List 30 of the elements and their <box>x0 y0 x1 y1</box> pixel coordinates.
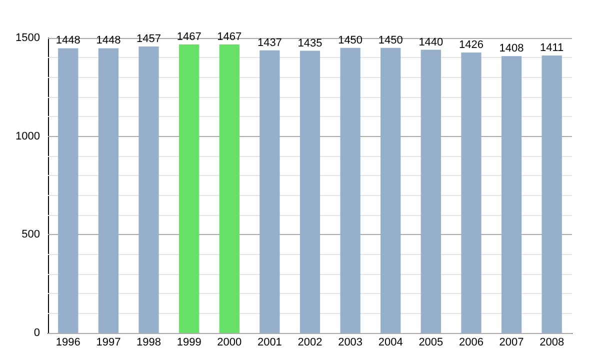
y-tick-label: 0 <box>34 327 40 339</box>
x-tick-label: 1999 <box>176 336 202 348</box>
x-tick-label: 1996 <box>56 336 80 348</box>
x-tick-label: 2006 <box>458 336 484 348</box>
x-tick-label: 2007 <box>499 336 524 348</box>
x-tick-label: 1997 <box>96 336 121 348</box>
data-label: 1450 <box>378 34 403 46</box>
data-label: 1440 <box>418 36 444 48</box>
data-label: 1448 <box>56 34 80 47</box>
data-label: 1450 <box>338 34 363 46</box>
data-label: 1411 <box>540 42 564 54</box>
data-label: 1426 <box>458 39 484 52</box>
data-label: 1408 <box>499 42 524 55</box>
x-tick-label: 1998 <box>136 336 162 348</box>
data-label: 1435 <box>298 37 322 50</box>
data-label: 1467 <box>176 30 202 43</box>
x-tick-label: 2004 <box>378 336 403 348</box>
data-label: 1448 <box>96 34 121 47</box>
y-tick-label: 1000 <box>16 130 40 142</box>
data-label: 1467 <box>217 30 242 43</box>
y-tick-label: 1500 <box>16 32 40 44</box>
x-tick-label: 2002 <box>298 336 322 348</box>
data-label: 1457 <box>136 32 162 45</box>
data-label: 1437 <box>257 36 282 49</box>
y-tick-label: 500 <box>22 228 40 241</box>
x-tick-label: 2001 <box>257 336 282 348</box>
x-tick-label: 2000 <box>217 336 242 348</box>
x-tick-label: 2005 <box>418 336 444 348</box>
x-tick-label: 2008 <box>540 336 564 348</box>
x-tick-label: 2003 <box>338 336 363 348</box>
